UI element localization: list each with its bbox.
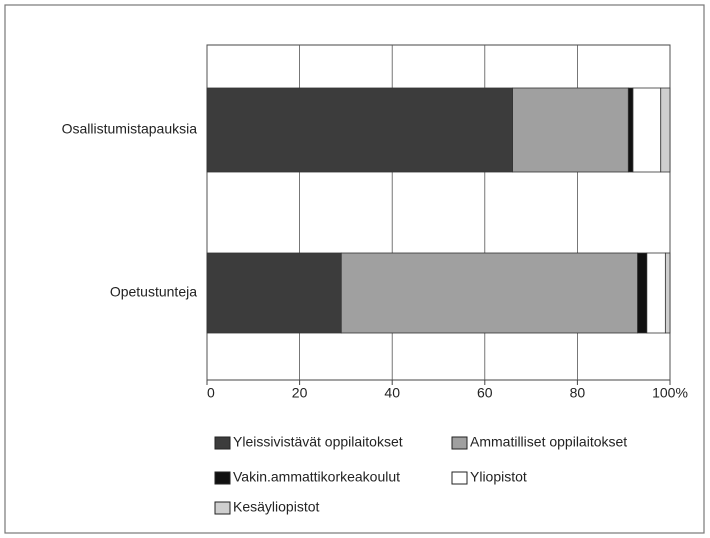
bar-segment <box>627 87 634 173</box>
x-tick-label: 40 <box>384 385 400 401</box>
legend-label: Ammatilliset oppilaitokset <box>470 434 627 450</box>
legend-label: Yleissivistävät oppilaitokset <box>233 434 403 450</box>
legend-swatch <box>451 471 468 485</box>
legend-label: Kesäyliopistot <box>233 499 319 515</box>
bar-segment <box>646 252 666 334</box>
legend-swatch <box>451 436 468 450</box>
x-tick-label: 60 <box>477 385 493 401</box>
bar-segment <box>660 87 671 173</box>
bar-segment <box>632 87 662 173</box>
x-tick-label: 0 <box>207 385 215 401</box>
bar-segment <box>512 87 629 173</box>
bar-segment <box>664 252 671 334</box>
bar-segment <box>637 252 648 334</box>
legend-swatch <box>214 501 231 515</box>
bar-segment <box>206 252 342 334</box>
category-label: Opetustunteja <box>110 284 197 300</box>
bar-segment <box>206 87 513 173</box>
bar-segment <box>340 252 638 334</box>
legend-swatch <box>214 436 231 450</box>
x-tick-label: 80 <box>570 385 586 401</box>
legend-label: Yliopistot <box>470 469 527 485</box>
legend-swatch <box>214 471 231 485</box>
x-tick-label: 20 <box>292 385 308 401</box>
category-label: Osallistumistapauksia <box>62 121 198 137</box>
legend-label: Vakin.ammattikorkeakoulut <box>233 469 400 485</box>
x-tick-label: 100% <box>652 385 688 401</box>
